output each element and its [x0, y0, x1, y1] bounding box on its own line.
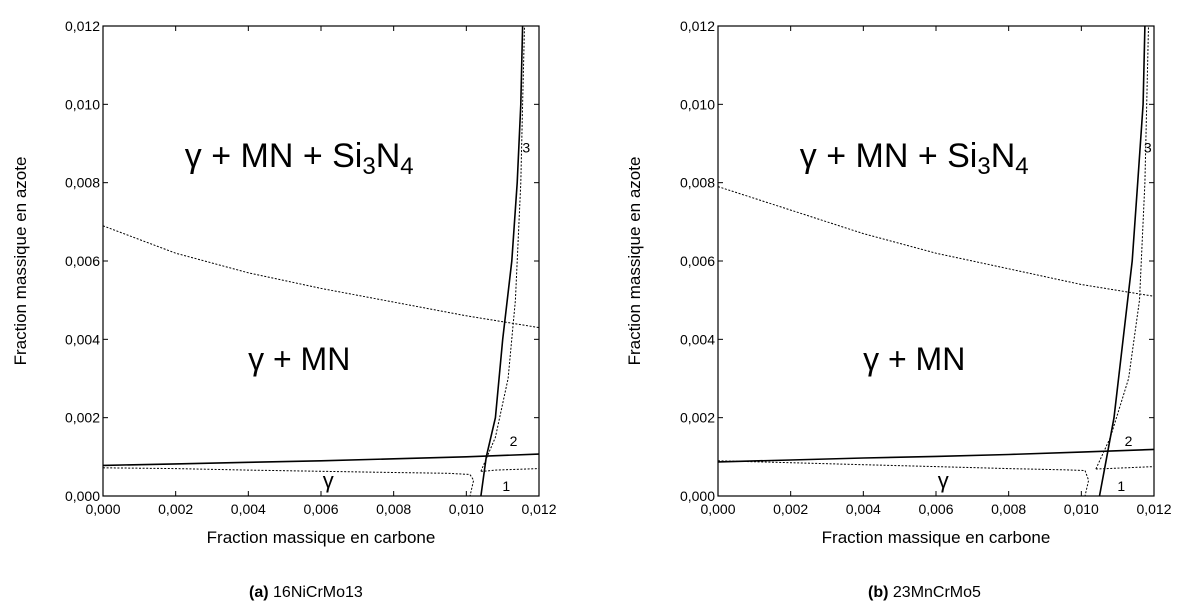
x-axis-title: Fraction massique en carbone	[207, 528, 436, 547]
y-tick-label: 0,002	[680, 410, 715, 426]
x-tick-label: 0,010	[1064, 501, 1099, 517]
y-tick-label: 0,000	[65, 488, 100, 504]
region-label-2: γ + MN	[248, 341, 350, 377]
solid-curve-1	[103, 453, 539, 467]
caption-a-label: (a)	[249, 584, 269, 601]
y-tick-label: 0,012	[65, 18, 100, 34]
y-tick-label: 0,012	[680, 18, 715, 34]
y-axis-title: Fraction massique en azote	[625, 157, 644, 366]
y-tick-label: 0,004	[680, 331, 715, 347]
chart-panel-a: 0,000 0,002 0,004 0,006 0,008 0,010 0,012 0,000…	[11, 18, 557, 547]
y-tick-label: 0,000	[680, 488, 715, 504]
solid-curve-2	[1098, 26, 1146, 496]
y-tick-label: 0,008	[680, 175, 715, 191]
chart-panel-b: 0,000 0,002 0,004 0,006 0,008 0,010 0,012 0,000…	[625, 18, 1172, 547]
x-tick-label: 0,002	[773, 501, 808, 517]
plot-frame-b	[717, 25, 1155, 497]
x-tick-label: 0,004	[231, 501, 266, 517]
x-tick-label: 0,006	[303, 501, 338, 517]
dotted-curve-4	[480, 468, 539, 472]
region-label-3: γ	[938, 468, 949, 493]
region-label-1: γ + MN + Si3N4	[185, 137, 414, 180]
curve-number-1: 1	[502, 478, 510, 494]
dotted-curve-5	[1095, 26, 1149, 470]
dotted-curve-3	[103, 467, 475, 496]
y-tick-label: 0,006	[680, 253, 715, 269]
y-tick-label: 0,002	[65, 410, 100, 426]
y-tick-label: 0,004	[65, 331, 100, 347]
dotted-curve-6	[718, 186, 1154, 297]
x-axis-title: Fraction massique en carbone	[822, 528, 1051, 547]
x-tick-label: 0,012	[521, 501, 556, 517]
y-axis-title: Fraction massique en azote	[11, 157, 30, 366]
solid-curve-2	[480, 26, 524, 496]
dotted-curve-6	[103, 225, 539, 329]
x-tick-label: 0,004	[846, 501, 881, 517]
caption-b-text: 23MnCrMo5	[892, 584, 981, 601]
plot-frame-a	[102, 25, 540, 497]
caption-b-label: (b)	[868, 584, 889, 601]
region-label-3: γ	[323, 468, 334, 493]
solid-curve-1	[718, 448, 1154, 463]
region-label-2: γ + MN	[863, 341, 965, 377]
dotted-curve-4	[1095, 466, 1154, 470]
series-group-a	[103, 26, 539, 496]
y-tick-label: 0,008	[65, 175, 100, 191]
x-tick-label: 0,000	[85, 501, 120, 517]
x-tick-label: 0,002	[158, 501, 193, 517]
x-tick-label: 0,008	[376, 501, 411, 517]
caption-b: (b) 23MnCrMo5	[868, 584, 981, 602]
curve-number-1: 1	[1117, 478, 1125, 494]
series-group-b	[718, 26, 1154, 496]
x-tick-label: 0,006	[918, 501, 953, 517]
dotted-curve-3	[718, 460, 1090, 496]
caption-a: (a) 16NiCrMo13	[249, 584, 363, 602]
x-tick-label: 0,012	[1136, 501, 1171, 517]
curve-number-2: 2	[1125, 433, 1133, 449]
dotted-curve-5	[480, 26, 525, 472]
x-tick-label: 0,010	[449, 501, 484, 517]
y-tick-label: 0,010	[680, 96, 715, 112]
y-tick-label: 0,010	[65, 96, 100, 112]
curve-number-2: 2	[510, 433, 518, 449]
curve-number-3: 3	[522, 139, 530, 155]
region-label-1: γ + MN + Si3N4	[800, 137, 1029, 180]
caption-a-text: 16NiCrMo13	[273, 584, 363, 601]
x-tick-label: 0,000	[700, 501, 735, 517]
curve-number-3: 3	[1144, 139, 1152, 155]
y-tick-label: 0,006	[65, 253, 100, 269]
x-tick-label: 0,008	[991, 501, 1026, 517]
